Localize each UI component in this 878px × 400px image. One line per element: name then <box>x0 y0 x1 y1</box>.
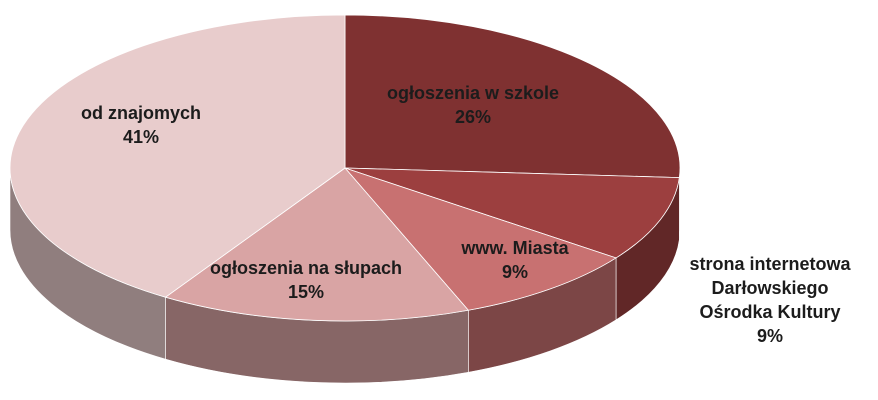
slice <box>9 14 346 298</box>
value-label: 9% <box>756 326 783 346</box>
slice-label: www. Miasta 9% <box>461 236 568 284</box>
category-label: od znajomych <box>80 103 202 123</box>
slice <box>164 167 470 322</box>
slice-label: ogłoszenia na słupach 15% <box>210 256 402 304</box>
slice-label: od znajomych 41% <box>81 101 201 149</box>
value-label: 15% <box>287 282 325 302</box>
slice <box>344 167 680 259</box>
value-label: 9% <box>501 262 529 282</box>
slice-label: strona internetowa Darłowskiego Ośrodka … <box>675 252 865 348</box>
category-label: strona internetowa Darłowskiego Ośrodka … <box>689 254 851 322</box>
value-label: 41% <box>122 127 160 147</box>
slice-label: ogłoszenia w szkole 26% <box>387 81 559 129</box>
slice <box>343 167 617 311</box>
category-label: www. Miasta <box>461 238 569 258</box>
slice <box>344 14 681 179</box>
category-label: ogłoszenia w szkole <box>386 83 560 103</box>
category-label: ogłoszenia na słupach <box>209 258 403 278</box>
value-label: 26% <box>454 107 492 127</box>
